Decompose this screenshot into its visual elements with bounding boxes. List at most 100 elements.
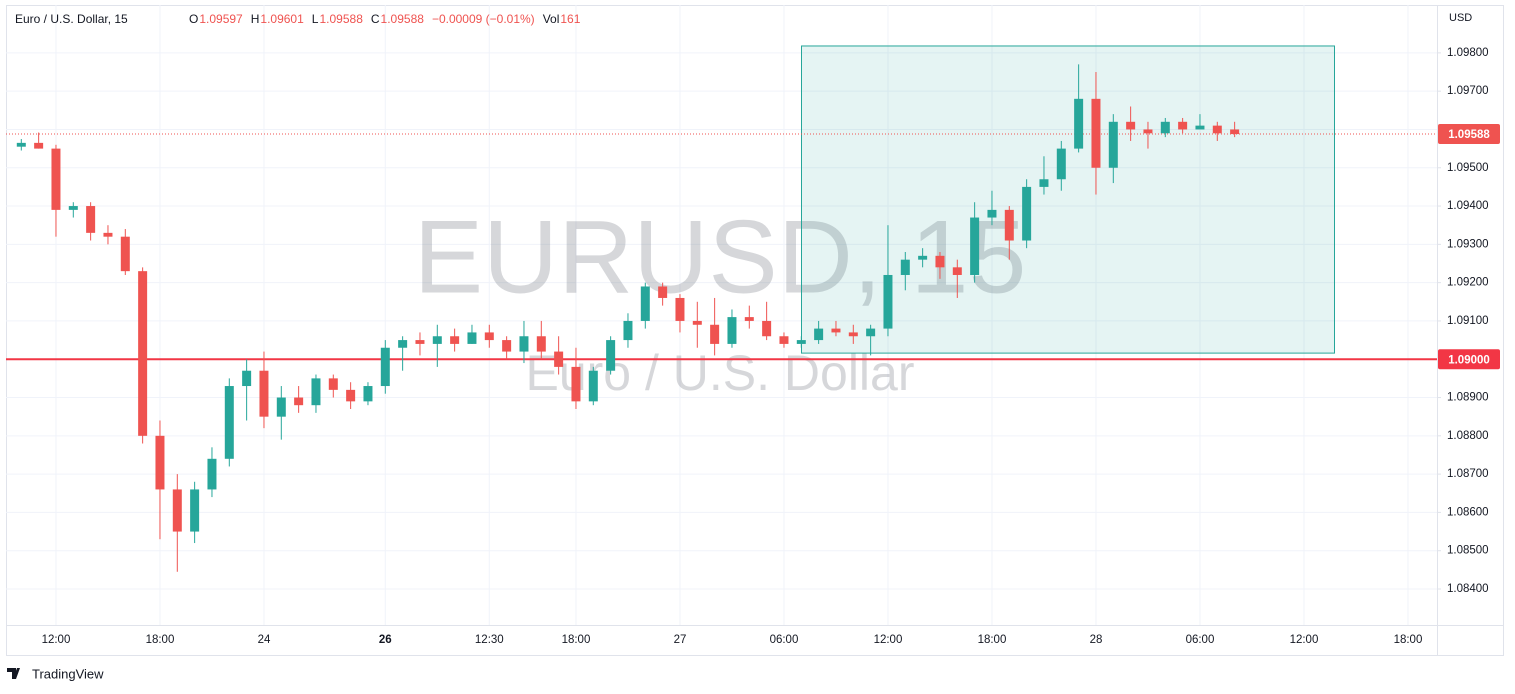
last-price-label-bg xyxy=(1438,124,1500,145)
candle-body xyxy=(1126,121,1136,130)
x-tick-label: 18:00 xyxy=(146,634,175,646)
candle-body xyxy=(380,347,390,387)
candle-body xyxy=(640,286,650,321)
logo-icon xyxy=(7,668,20,679)
legend-value: 1.09597 xyxy=(199,12,243,26)
y-tick-label: 1.08800 xyxy=(1447,430,1489,442)
legend-label: L xyxy=(312,12,319,26)
last-price-label: 1.09588 xyxy=(1448,129,1490,141)
candle-body xyxy=(536,336,546,352)
candle-body xyxy=(779,336,789,344)
y-tick-label: 1.08400 xyxy=(1447,583,1489,595)
candle-body xyxy=(588,370,598,402)
candle-body xyxy=(294,397,304,406)
candle-body xyxy=(571,366,581,402)
candle-body xyxy=(1143,129,1153,134)
candle-body xyxy=(502,340,512,352)
candle-body xyxy=(692,320,702,325)
candle-body xyxy=(1195,125,1205,130)
candle-body xyxy=(450,336,460,344)
x-tick-label: 26 xyxy=(379,634,392,646)
candle-body xyxy=(1212,125,1222,134)
candle-body xyxy=(918,255,928,260)
candle-body xyxy=(51,148,61,210)
logo-text: TradingView xyxy=(32,666,104,681)
legend-label: C xyxy=(371,12,380,26)
candle-body xyxy=(467,332,477,344)
candle-body xyxy=(1022,186,1032,241)
candle-body xyxy=(398,340,408,348)
candle-body xyxy=(16,142,26,147)
y-tick-label: 1.08900 xyxy=(1447,392,1489,404)
candle-body xyxy=(675,297,685,321)
legend-value: 1.09588 xyxy=(319,12,363,26)
candle-body xyxy=(276,397,286,417)
x-tick-label: 06:00 xyxy=(770,634,799,646)
candle-body xyxy=(207,458,217,490)
candle-body xyxy=(606,340,616,371)
candle-body xyxy=(970,217,980,275)
candle-body xyxy=(346,389,356,402)
legend-label: Vol xyxy=(543,12,560,26)
candle-body xyxy=(900,259,910,275)
legend-label: H xyxy=(251,12,260,26)
candle-body xyxy=(952,267,962,275)
candle-body xyxy=(710,324,720,344)
x-tick-label: 18:00 xyxy=(978,634,1007,646)
legend-value: 1.09601 xyxy=(260,12,304,26)
x-tick-label: 28 xyxy=(1090,634,1103,646)
candle-body xyxy=(519,336,529,352)
candle-body xyxy=(34,142,44,149)
zone-rectangle xyxy=(801,45,1335,354)
horizontal-line-label: 1.09000 xyxy=(1448,354,1490,366)
candle-body xyxy=(190,489,200,532)
x-tick-label: 18:00 xyxy=(562,634,591,646)
candle-body xyxy=(259,370,269,417)
y-tick-label: 1.09500 xyxy=(1447,162,1489,174)
y-tick-label: 1.09300 xyxy=(1447,238,1489,250)
candle-body xyxy=(1004,209,1014,241)
candle-body xyxy=(987,209,997,218)
legend-value: 161 xyxy=(560,12,580,26)
y-tick-label: 1.09200 xyxy=(1447,277,1489,289)
candle-body xyxy=(554,351,564,367)
candle-body xyxy=(831,328,841,333)
y-tick-label: 1.09700 xyxy=(1447,85,1489,97)
candle-body xyxy=(172,489,182,532)
x-tick-label: 27 xyxy=(674,634,687,646)
header-symbol: Euro / U.S. Dollar, 15 xyxy=(15,12,128,26)
legend-value: 1.09588 xyxy=(381,12,425,26)
candle-body xyxy=(155,435,165,490)
plot-area xyxy=(6,45,1437,572)
x-tick-label: 12:00 xyxy=(1290,634,1319,646)
candle-body xyxy=(86,206,96,233)
candle-body xyxy=(1074,98,1084,149)
candle-body xyxy=(103,232,113,237)
candle-body xyxy=(814,328,824,341)
candle-body xyxy=(866,328,876,337)
x-tick-label: 24 xyxy=(258,634,271,646)
candle-body xyxy=(883,274,893,329)
x-tick-label: 06:00 xyxy=(1186,634,1215,646)
candle-body xyxy=(120,236,130,272)
candle-body xyxy=(1108,121,1118,168)
legend-label: O xyxy=(189,12,198,26)
candle-body xyxy=(484,332,494,341)
candle-body xyxy=(1039,179,1049,187)
candle-body xyxy=(242,370,252,387)
currency-label: USD xyxy=(1449,12,1472,24)
candle-body xyxy=(1056,148,1066,180)
candle-body xyxy=(415,340,425,344)
candle-body xyxy=(658,286,668,298)
y-tick-label: 1.08700 xyxy=(1447,468,1489,480)
candle-body xyxy=(796,340,806,344)
candle-body xyxy=(762,320,772,337)
candle-body xyxy=(623,320,633,341)
candle-body xyxy=(1091,98,1101,168)
candle-body xyxy=(848,332,858,337)
chart-frame xyxy=(6,5,1504,656)
y-tick-label: 1.09100 xyxy=(1447,315,1489,327)
x-tick-label: 12:30 xyxy=(475,634,504,646)
